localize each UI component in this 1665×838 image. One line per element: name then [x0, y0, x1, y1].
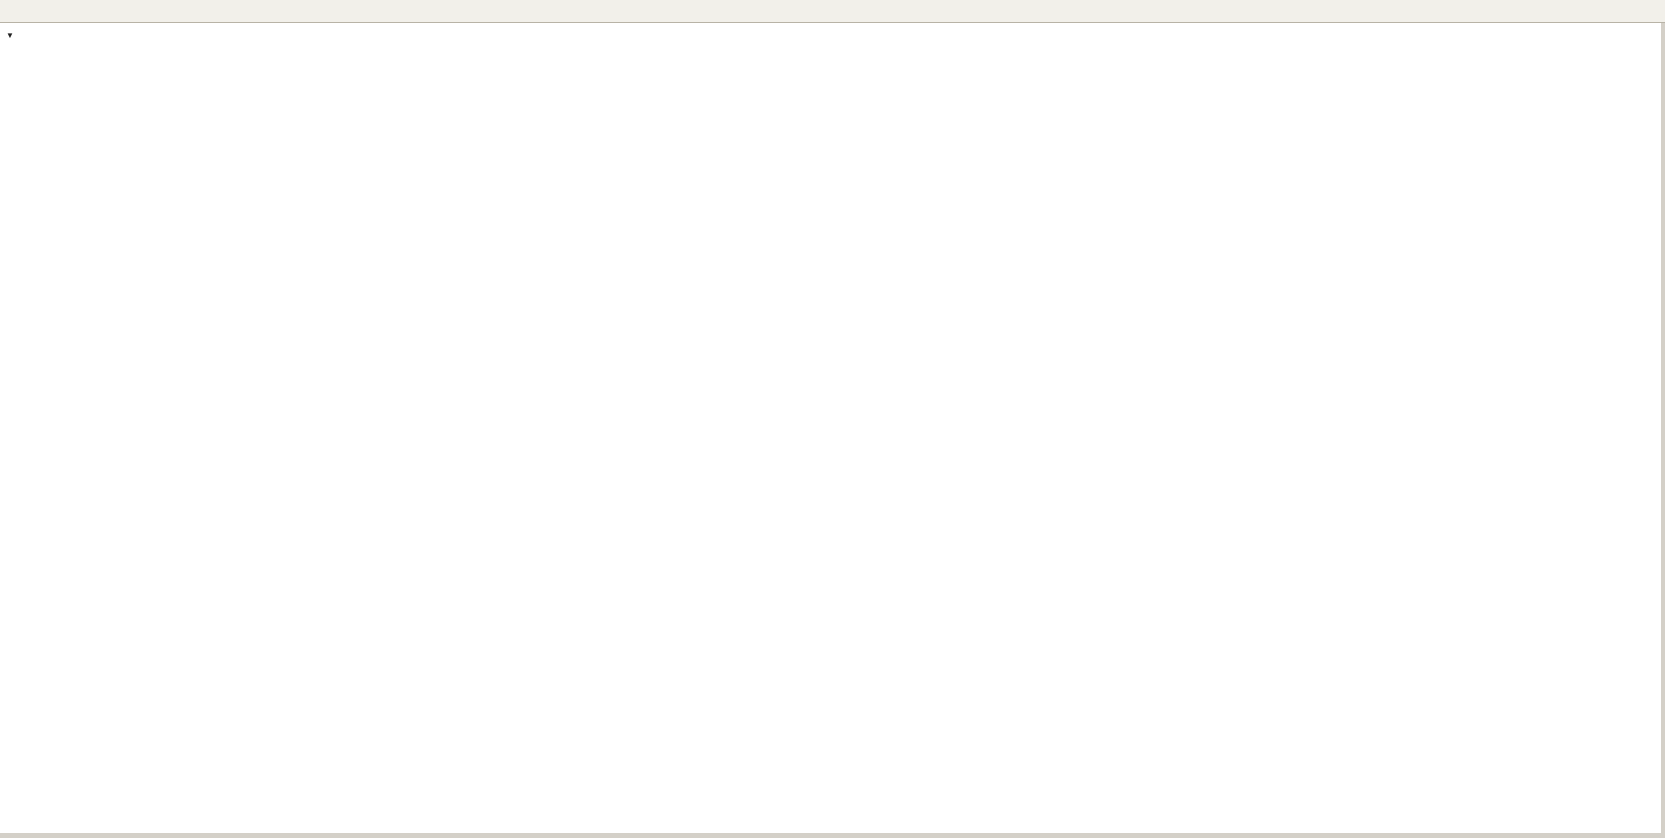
chevron-down-icon[interactable]: ▼ — [6, 31, 14, 40]
chart-canvas[interactable] — [0, 23, 1665, 838]
toolbar — [0, 0, 1665, 23]
macd-label — [4, 629, 10, 641]
window-edge-right — [1661, 23, 1665, 838]
symbol-info-bar[interactable]: ▼ — [6, 29, 18, 41]
rsi-label — [4, 739, 7, 751]
window-edge-bottom — [0, 833, 1665, 838]
